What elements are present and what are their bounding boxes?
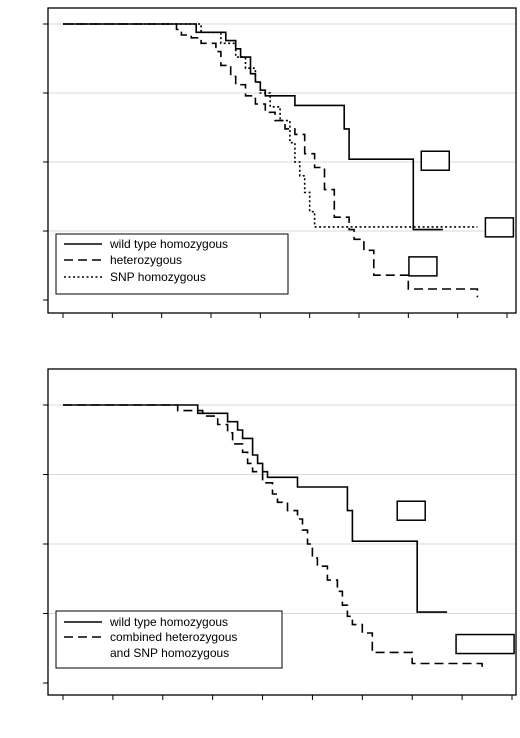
legend-label: combined heterozygous: [110, 630, 237, 644]
survival-curve-ct: [63, 23, 479, 298]
genotype-label-box: [420, 150, 451, 171]
genotype-label-box: [484, 217, 515, 238]
survival-curve-cc: [63, 404, 448, 613]
legend-label: heterozygous: [110, 253, 182, 267]
legend-label: wild type homozygous: [109, 237, 228, 251]
plot-frame: [47, 368, 517, 696]
legend-label: wild type homozygous: [109, 615, 228, 629]
genotype-label-box: [396, 500, 426, 521]
legend-label: and SNP homozygous: [110, 646, 229, 660]
genotype-label-box: [408, 256, 438, 277]
genotype-label-box: [455, 633, 515, 655]
plot-frame: [47, 7, 517, 314]
legend-box: [55, 610, 283, 669]
panel-a: wild type homozygous heterozygous SNP homo…: [43, 7, 517, 318]
legend-label: SNP homozygous: [110, 270, 206, 284]
survival-curve-tt: [63, 23, 478, 228]
survival-curve-cc: [63, 23, 443, 231]
